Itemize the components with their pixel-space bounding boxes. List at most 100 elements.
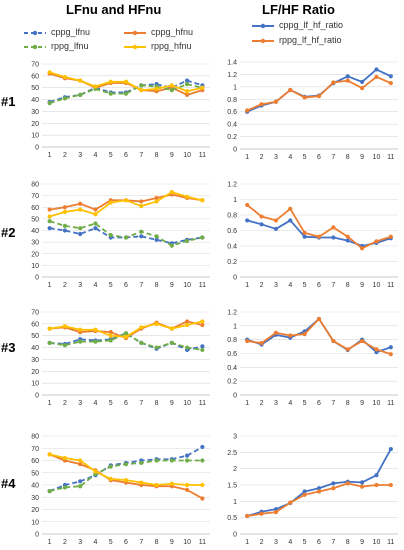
y-tick-label: 50 — [31, 333, 39, 340]
data-point-rppg-lf-hf-ratio — [388, 81, 393, 86]
chart-row4-lfhfnu: 0 10 20 30 40 50 60 70 80 1 2 3 4 5 6 7 8 9 10 11 — [31, 434, 210, 546]
x-tick-label: 8 — [155, 400, 159, 407]
data-point-rppg-hfnu — [139, 325, 144, 330]
data-point-cppg-hfnu — [93, 207, 98, 212]
x-tick-label: 3 — [274, 282, 278, 289]
y-tick-label: 0 — [35, 393, 39, 400]
data-point-cppg-lfnu — [93, 226, 98, 231]
data-point-rppg-lfnu — [93, 221, 98, 226]
data-point-rppg-hfnu — [139, 87, 144, 93]
y-tick-label: 10 — [31, 263, 39, 270]
x-tick-label: 8 — [155, 282, 159, 289]
data-point-rppg-hfnu — [78, 207, 83, 212]
y-tick-label: 30 — [31, 240, 39, 247]
data-point-rppg-lfnu — [123, 331, 129, 336]
x-tick-label: 10 — [183, 152, 191, 159]
right-legend: cppg_lf_hf_ratio rppg_lf_hf_ratio — [252, 20, 402, 50]
x-tick-label: 6 — [124, 152, 128, 159]
data-point-rppg-lfnu — [47, 101, 52, 106]
y-tick-label: 1.4 — [227, 60, 237, 67]
data-point-rppg-lf-hf-ratio — [374, 482, 379, 488]
data-point-rppg-lfnu — [184, 82, 190, 87]
data-point-rppg-lf-hf-ratio — [316, 316, 322, 322]
x-tick-label: 1 — [245, 154, 249, 161]
data-point-cppg-hfnu — [139, 199, 144, 204]
chart-row3-ratio: 0 0.2 0.4 0.6 0.8 1 1.2 1 2 3 4 5 6 7 8 9 10 11 — [227, 310, 398, 407]
data-point-rppg-lf-hf-ratio — [273, 218, 279, 223]
x-tick-label: 11 — [199, 152, 206, 159]
data-point-rppg-hfnu — [62, 455, 68, 461]
data-point-rppg-lf-hf-ratio — [245, 338, 250, 344]
data-point-rppg-lfnu — [184, 458, 190, 463]
data-point-rppg-lf-hf-ratio — [288, 500, 293, 505]
data-point-rppg-hfnu — [108, 200, 113, 205]
x-tick-label: 6 — [317, 282, 321, 289]
x-tick-label: 5 — [303, 154, 307, 161]
x-tick-label: 11 — [199, 539, 206, 546]
data-point-rppg-hfnu — [93, 212, 98, 217]
data-point-rppg-hfnu — [184, 89, 190, 94]
x-tick-label: 10 — [373, 539, 381, 546]
right-column-title: LF/HF Ratio — [262, 2, 335, 17]
x-tick-label: 7 — [139, 539, 143, 546]
x-tick-label: 8 — [346, 400, 350, 407]
y-tick-label: 0.8 — [227, 97, 237, 104]
data-point-cppg-lf-hf-ratio — [359, 480, 365, 485]
data-point-cppg-lf-hf-ratio — [388, 74, 393, 79]
legend-label: cppg_lfnu — [51, 27, 91, 37]
data-point-rppg-lfnu — [108, 91, 113, 96]
series-line-cppg-lf-hf-ratio — [246, 448, 392, 517]
x-tick-label: 1 — [245, 539, 249, 546]
y-tick-label: 0 — [35, 145, 39, 152]
data-point-rppg-hfnu — [154, 86, 159, 91]
x-tick-label: 11 — [387, 282, 394, 289]
data-point-cppg-lf-hf-ratio — [345, 74, 350, 79]
x-tick-label: 2 — [260, 154, 264, 161]
x-tick-label: 4 — [288, 154, 292, 161]
left-column-title: LFnu and HFnu — [66, 2, 162, 17]
data-point-rppg-lfnu — [123, 91, 129, 96]
data-point-rppg-lfnu — [139, 83, 144, 88]
data-point-rppg-lf-hf-ratio — [273, 99, 279, 104]
data-point-rppg-hfnu — [47, 70, 52, 75]
row-label-1: #1 — [1, 94, 16, 109]
x-tick-label: 9 — [170, 152, 174, 159]
chart-row2-ratio: 0 0.2 0.4 0.6 0.8 1 1.2 1 2 3 4 5 6 7 8 9 10 11 — [227, 182, 398, 289]
data-point-rppg-lf-hf-ratio — [302, 230, 307, 235]
x-tick-label: 5 — [303, 282, 307, 289]
data-point-rppg-lfnu — [123, 462, 129, 467]
data-point-cppg-lf-hf-ratio — [316, 486, 322, 491]
data-point-rppg-lf-hf-ratio — [388, 482, 393, 488]
data-point-rppg-lf-hf-ratio — [316, 489, 322, 494]
data-point-rppg-lf-hf-ratio — [302, 492, 307, 497]
y-tick-label: 40 — [31, 228, 39, 235]
data-point-rppg-hfnu — [200, 85, 205, 90]
x-tick-label: 3 — [78, 400, 82, 407]
data-point-cppg-lfnu — [200, 344, 205, 349]
data-point-rppg-hfnu — [62, 209, 68, 214]
data-point-rppg-lfnu — [200, 235, 205, 240]
legend-label: rppg_lfnu — [51, 41, 89, 51]
y-tick-label: 1 — [233, 323, 237, 330]
x-tick-label: 2 — [63, 282, 67, 289]
data-point-rppg-lf-hf-ratio — [345, 78, 350, 83]
data-point-cppg-lfnu — [154, 237, 159, 242]
data-point-rppg-lf-hf-ratio — [259, 214, 264, 219]
data-point-rppg-lf-hf-ratio — [359, 86, 365, 91]
data-point-cppg-hfnu — [62, 205, 68, 210]
data-point-rppg-lfnu — [154, 458, 159, 463]
data-point-cppg-lfnu — [200, 444, 205, 450]
x-tick-label: 9 — [170, 539, 174, 546]
data-point-rppg-hfnu — [62, 324, 68, 329]
data-point-rppg-lf-hf-ratio — [359, 338, 365, 344]
data-point-cppg-lfnu — [47, 226, 52, 231]
data-point-rppg-lfnu — [78, 92, 83, 97]
x-tick-label: 1 — [245, 282, 249, 289]
series-line-rppg-lfnu — [49, 83, 203, 104]
x-tick-label: 7 — [139, 400, 143, 407]
data-point-rppg-hfnu — [200, 482, 205, 488]
data-point-rppg-hfnu — [78, 78, 83, 83]
data-point-rppg-lfnu — [78, 339, 83, 344]
data-point-rppg-hfnu — [169, 83, 174, 88]
y-tick-label: 0.6 — [227, 109, 237, 116]
